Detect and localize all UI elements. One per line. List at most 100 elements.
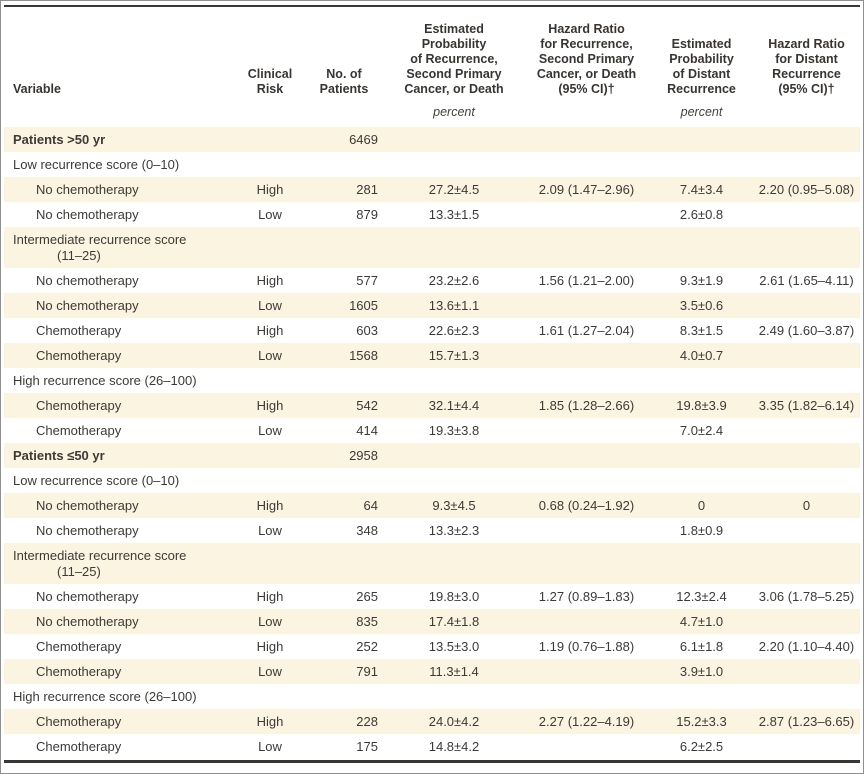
table-row: Chemotherapy High 542 32.1±4.4 1.85 (1.2… <box>4 393 860 418</box>
variable-label: No chemotherapy <box>36 181 139 197</box>
hr-recurrence-cell: 0.68 (0.24–1.92) <box>538 497 635 513</box>
patients-cell: 835 <box>356 613 378 629</box>
table-row: Chemotherapy Low 175 14.8±4.2 6.2±2.5 <box>4 734 860 759</box>
unit-label-percent: percent <box>680 105 723 119</box>
ep-distant-cell: 19.8±3.9 <box>676 397 727 413</box>
patients-cell: 6469 <box>349 131 378 147</box>
table-header: Variable Clinical Risk No. of Patients E… <box>4 7 860 97</box>
variable-cell: No chemotherapy <box>4 498 236 514</box>
variable-label: Chemotherapy <box>36 638 122 654</box>
patients-cell: 265 <box>356 588 378 604</box>
clinical-risk-cell: High <box>256 181 284 197</box>
variable-label: Chemotherapy <box>36 713 122 729</box>
clinical-risk-cell: High <box>256 588 284 604</box>
ep-distant-cell: 7.4±3.4 <box>679 181 724 197</box>
variable-cell: Chemotherapy <box>4 398 236 414</box>
variable-cell: Chemotherapy <box>4 423 236 439</box>
clinical-risk-cell: High <box>256 272 284 288</box>
clinical-risk-cell: Low <box>258 206 282 222</box>
variable-label-line2: (11–25) <box>57 563 101 579</box>
clinical-risk-cell: High <box>256 638 284 654</box>
variable-label: No chemotherapy <box>36 613 139 629</box>
variable-cell: No chemotherapy <box>4 523 236 539</box>
patients-cell: 577 <box>356 272 378 288</box>
variable-label: No chemotherapy <box>36 297 139 313</box>
clinical-risk-cell: Low <box>258 347 282 363</box>
ep-distant-cell: 12.3±2.4 <box>676 588 727 604</box>
ep-recurrence-cell: 13.3±2.3 <box>428 522 480 538</box>
variable-label-line2: (11–25) <box>57 247 101 263</box>
column-header-clinical-risk: Clinical Risk <box>247 67 293 96</box>
variable-label: Chemotherapy <box>36 422 122 438</box>
ep-distant-cell: 8.3±1.5 <box>679 322 724 338</box>
variable-label: Chemotherapy <box>36 738 122 754</box>
table-row: No chemotherapy High 577 23.2±2.6 1.56 (… <box>4 268 860 293</box>
ep-recurrence-cell: 32.1±4.4 <box>428 397 480 413</box>
patients-cell: 879 <box>356 206 378 222</box>
variable-cell: High recurrence score (26–100) <box>4 373 236 389</box>
table-row: Chemotherapy Low 414 19.3±3.8 7.0±2.4 <box>4 418 860 443</box>
patients-cell: 542 <box>356 397 378 413</box>
clinical-risk-cell: Low <box>258 522 282 538</box>
ep-recurrence-cell: 22.6±2.3 <box>428 322 480 338</box>
clinical-risk-cell: Low <box>258 297 282 313</box>
variable-label: Chemotherapy <box>36 397 122 413</box>
variable-cell: Intermediate recurrence score (11–25) <box>4 232 236 264</box>
table-row: No chemotherapy Low 879 13.3±1.5 2.6±0.8 <box>4 202 860 227</box>
variable-label: Low recurrence score (0–10) <box>13 472 180 488</box>
variable-label: No chemotherapy <box>36 522 139 538</box>
clinical-risk-cell: Low <box>258 613 282 629</box>
ep-recurrence-cell: 23.2±2.6 <box>428 272 480 288</box>
ep-recurrence-cell: 24.0±4.2 <box>428 713 480 729</box>
patients-cell: 64 <box>363 497 378 513</box>
variable-cell: No chemotherapy <box>4 589 236 605</box>
variable-cell: No chemotherapy <box>4 273 236 289</box>
table-row: High recurrence score (26–100) <box>4 684 860 709</box>
ep-distant-cell: 15.2±3.3 <box>676 713 727 729</box>
hr-recurrence-cell: 1.19 (0.76–1.88) <box>538 638 635 654</box>
hr-recurrence-cell: 1.85 (1.28–2.66) <box>538 397 635 413</box>
variable-cell: Patients ≤50 yr <box>4 448 236 464</box>
variable-cell: No chemotherapy <box>4 614 236 630</box>
patients-cell: 603 <box>356 322 378 338</box>
patients-cell: 1568 <box>349 347 378 363</box>
variable-label: No chemotherapy <box>36 206 139 222</box>
variable-cell: Chemotherapy <box>4 739 236 755</box>
hr-distant-cell: 0 <box>802 497 811 513</box>
table-row: Low recurrence score (0–10) <box>4 468 860 493</box>
column-header-patients: No. of Patients <box>319 67 369 96</box>
clinical-risk-cell: Low <box>258 422 282 438</box>
variable-cell: Chemotherapy <box>4 348 236 364</box>
variable-label: High recurrence score (26–100) <box>13 688 197 704</box>
ep-distant-cell: 4.7±1.0 <box>679 613 724 629</box>
variable-label: Intermediate recurrence score <box>13 547 187 563</box>
variable-label: No chemotherapy <box>36 497 139 513</box>
ep-recurrence-cell: 27.2±4.5 <box>428 181 480 197</box>
patients-cell: 281 <box>356 181 378 197</box>
table-row: No chemotherapy Low 1605 13.6±1.1 3.5±0.… <box>4 293 860 318</box>
clinical-risk-cell: High <box>256 713 284 729</box>
column-header-hr-recurrence: Hazard Ratio for Recurrence, Second Prim… <box>536 22 637 96</box>
variable-cell: No chemotherapy <box>4 298 236 314</box>
patients-cell: 228 <box>356 713 378 729</box>
table-row: No chemotherapy High 281 27.2±4.5 2.09 (… <box>4 177 860 202</box>
column-header-hr-distant: Hazard Ratio for Distant Recurrence (95%… <box>768 37 845 96</box>
patients-cell: 1605 <box>349 297 378 313</box>
variable-cell: Chemotherapy <box>4 639 236 655</box>
table-row: Chemotherapy High 228 24.0±4.2 2.27 (1.2… <box>4 709 860 734</box>
ep-recurrence-cell: 13.3±1.5 <box>428 206 480 222</box>
clinical-risk-cell: High <box>256 497 284 513</box>
hr-recurrence-cell: 1.56 (1.21–2.00) <box>538 272 635 288</box>
column-header-ep-distant: Estimated Probability of Distant Recurre… <box>667 37 736 96</box>
table-row: Intermediate recurrence score (11–25) <box>4 227 860 268</box>
ep-distant-cell: 0 <box>697 497 706 513</box>
variable-cell: Patients >50 yr <box>4 132 236 148</box>
ep-recurrence-cell: 14.8±4.2 <box>428 738 480 754</box>
table-row: Intermediate recurrence score (11–25) <box>4 543 860 584</box>
hr-recurrence-cell: 1.27 (0.89–1.83) <box>538 588 635 604</box>
column-header-ep-recurrence: Estimated Probability of Recurrence, Sec… <box>404 22 504 96</box>
ep-distant-cell: 4.0±0.7 <box>679 347 724 363</box>
hr-distant-cell: 2.87 (1.23–6.65) <box>758 713 855 729</box>
patients-cell: 791 <box>356 663 378 679</box>
ep-distant-cell: 9.3±1.9 <box>679 272 724 288</box>
